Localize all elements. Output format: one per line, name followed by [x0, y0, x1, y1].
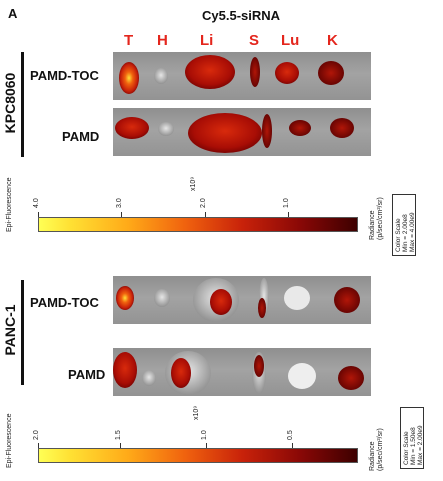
heart-organ	[142, 370, 156, 386]
scale-tick-label: 0.5	[287, 430, 294, 440]
cell-line-bracket	[21, 280, 24, 385]
row-label-pamd-toc: PAMD-TOC	[30, 295, 99, 310]
organ-label-lung: Lu	[281, 32, 300, 49]
spleen-organ	[250, 57, 260, 87]
scale-multiplier: x10⁹	[190, 176, 197, 191]
lung-organ	[288, 363, 316, 389]
scale-tick	[206, 443, 207, 448]
liver-signal	[171, 358, 191, 388]
kidney-organ	[338, 366, 364, 390]
lung-organ	[275, 62, 299, 84]
scale-side-label: Epi-Fluorescence	[6, 177, 13, 232]
color-scale-max: Max = 2.00e9	[417, 425, 424, 465]
organ-image-strip	[113, 276, 371, 324]
color-scale-bar	[38, 448, 358, 463]
organ-fluorescence-image	[119, 55, 344, 94]
organ-label-spleen: S	[249, 32, 260, 49]
row-label-pamd-toc: PAMD-TOC	[30, 68, 99, 83]
scale-tick	[292, 443, 293, 448]
tumor-organ	[113, 352, 137, 388]
color-scale-min: Min = 1.50e8	[410, 427, 417, 465]
color-scale-box: Color Scale Min = 2.00e8 Max = 4.00e9	[392, 194, 416, 256]
scale-tick	[38, 443, 39, 448]
lung-organ	[284, 286, 310, 310]
organ-fluorescence-image	[113, 351, 364, 395]
organ-label-heart: H	[157, 32, 168, 49]
heart-organ	[154, 68, 168, 84]
tumor-organ	[119, 62, 139, 94]
row-label-pamd: PAMD	[62, 129, 100, 144]
liver-organ	[185, 55, 235, 89]
scale-tick	[38, 212, 39, 217]
scale-tick-label: 1.0	[201, 430, 208, 440]
cell-line-bracket	[21, 52, 24, 157]
liver-signal	[210, 289, 232, 315]
color-scale-max: Max = 4.00e9	[409, 212, 416, 252]
heart-organ	[154, 289, 170, 307]
scale-tick	[288, 212, 289, 217]
scale-units: Radiance (p/sec/cm²/sr)	[369, 197, 384, 240]
row-label-pamd: PAMD	[68, 367, 106, 382]
scale-tick-label: 3.0	[116, 198, 123, 208]
figure-title: Cy5.5-siRNA	[202, 8, 281, 23]
organ-fluorescence-image	[116, 278, 360, 322]
liver-organ	[188, 113, 262, 153]
organ-image-strip	[113, 52, 371, 100]
scale-tick	[120, 443, 121, 448]
scale-units: Radiance (p/sec/cm²/sr)	[369, 428, 384, 471]
kidney-organ	[318, 61, 344, 85]
panel-letter: A	[8, 6, 18, 21]
scale-tick-label: 1.5	[115, 430, 122, 440]
organ-fluorescence-image	[115, 113, 354, 153]
color-scale-title: Color Scale	[403, 431, 410, 465]
scale-side-label: Epi-Fluorescence	[6, 413, 13, 468]
organ-label-liver: Li	[200, 32, 214, 49]
scale-tick	[205, 212, 206, 217]
scale-tick-label: 1.0	[283, 198, 290, 208]
color-scale-title: Color Scale	[395, 218, 402, 252]
heart-organ	[158, 122, 174, 136]
scale-tick	[121, 212, 122, 217]
spleen-organ	[262, 114, 272, 148]
color-scale-box: Color Scale Min = 1.50e8 Max = 2.00e9	[400, 407, 424, 469]
cell-line-label: KPC8060	[2, 72, 18, 134]
kidney-organ	[334, 287, 360, 313]
kidney-organ	[330, 118, 354, 138]
color-scale-bar	[38, 217, 358, 232]
organ-label-tumor: T	[124, 32, 134, 49]
scale-tick-label: 4.0	[33, 198, 40, 208]
cell-line-label: PANC-1	[2, 304, 18, 356]
scale-tick-label: 2.0	[33, 430, 40, 440]
organ-label-kidney: K	[327, 32, 338, 49]
scale-multiplier: x10⁹	[193, 405, 200, 420]
tumor-organ	[116, 286, 134, 310]
organ-image-strip	[113, 348, 371, 396]
color-scale-min: Min = 2.00e8	[402, 214, 409, 252]
lung-organ	[289, 120, 311, 136]
organ-image-strip	[113, 108, 371, 156]
spleen-signal	[258, 298, 266, 318]
tumor-organ	[115, 117, 149, 139]
scale-tick-label: 2.0	[200, 198, 207, 208]
spleen-signal	[254, 355, 264, 377]
